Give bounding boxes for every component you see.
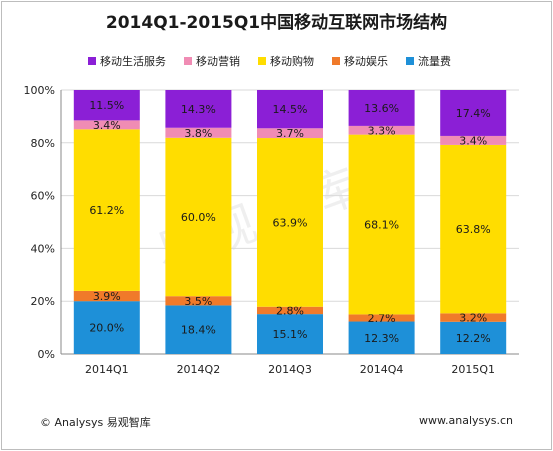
chart-title: 2014Q1-2015Q1中国移动互联网市场结构 — [105, 13, 448, 33]
source-url: www.analysys.cn — [419, 414, 513, 427]
bar-segment — [348, 125, 415, 135]
bar-segment — [257, 90, 323, 129]
legend-item: 移动娱乐 — [332, 53, 388, 69]
bar-segment — [440, 321, 507, 354]
bar-segment — [73, 129, 140, 291]
bar-segment — [440, 144, 507, 314]
legend-label: 移动营销 — [196, 55, 240, 68]
bar-segment — [440, 135, 507, 145]
bar-segment — [73, 90, 140, 121]
bar-segment — [257, 314, 323, 354]
y-tick-label: 60% — [31, 190, 55, 203]
data-label: 61.2% — [89, 204, 124, 217]
bar-segment — [165, 127, 232, 138]
bar-segment — [348, 134, 415, 315]
data-label: 11.5% — [89, 99, 124, 112]
bar-segment — [440, 90, 507, 136]
legend-swatch — [332, 57, 340, 65]
data-label: 20.0% — [89, 322, 124, 335]
data-label: 3.4% — [459, 134, 487, 147]
y-tick-label: 0% — [38, 348, 55, 361]
bar-segment — [348, 314, 415, 322]
legend-label: 移动购物 — [270, 55, 314, 68]
data-label: 3.9% — [93, 290, 121, 303]
legend-label: 流量费 — [418, 55, 451, 68]
data-label: 3.2% — [459, 312, 487, 325]
bar-segment — [165, 305, 232, 354]
data-label: 3.3% — [368, 124, 396, 137]
bar-segment — [165, 137, 232, 297]
x-tick-label: 2015Q1 — [451, 363, 495, 376]
legend-label: 移动娱乐 — [344, 55, 388, 68]
data-label: 17.4% — [456, 107, 491, 120]
data-label: 3.4% — [93, 119, 121, 132]
bar-segment — [73, 290, 140, 302]
bar-segment — [348, 90, 415, 126]
bar-segment — [257, 128, 323, 139]
data-label: 2.7% — [368, 312, 396, 325]
bar-segment — [440, 313, 507, 322]
data-label: 68.1% — [364, 219, 399, 232]
legend-item: 移动营销 — [184, 53, 240, 69]
legend-swatch — [258, 57, 266, 65]
data-label: 12.2% — [456, 332, 491, 345]
data-label: 3.5% — [184, 295, 212, 308]
chart-legend: 移动生活服务 移动营销 移动购物 移动娱乐 流量费 — [88, 53, 451, 69]
legend-item: 移动生活服务 — [88, 53, 166, 69]
bar-segment — [73, 120, 140, 130]
legend-swatch — [88, 57, 96, 65]
data-label: 14.3% — [181, 103, 216, 116]
bar-segment — [73, 301, 140, 354]
data-label: 3.8% — [184, 127, 212, 140]
legend-item: 流量费 — [406, 53, 451, 69]
x-tick-label: 2014Q1 — [85, 363, 129, 376]
data-label: 13.6% — [364, 102, 399, 115]
data-label: 63.9% — [273, 216, 308, 229]
legend-label: 移动生活服务 — [100, 55, 166, 68]
bar-segment — [257, 138, 323, 307]
data-label: 18.4% — [181, 324, 216, 337]
data-label: 12.3% — [364, 332, 399, 345]
data-label: 3.7% — [276, 127, 304, 140]
bar-segment — [165, 90, 232, 128]
legend-item: 移动购物 — [258, 53, 314, 69]
data-label: 63.8% — [456, 223, 491, 236]
legend-swatch — [406, 57, 414, 65]
x-tick-label: 2014Q4 — [360, 363, 404, 376]
data-label: 60.0% — [181, 211, 216, 224]
legend-swatch — [184, 57, 192, 65]
bar-segment — [257, 306, 323, 315]
y-tick-label: 100% — [24, 84, 55, 97]
y-tick-label: 80% — [31, 137, 55, 150]
x-tick-label: 2014Q2 — [177, 363, 221, 376]
data-label: 2.8% — [276, 304, 304, 317]
y-tick-label: 20% — [31, 295, 55, 308]
data-label: 15.1% — [273, 328, 308, 341]
bar-segment — [348, 321, 415, 354]
data-label: 14.5% — [273, 103, 308, 116]
bar-segment — [165, 296, 232, 306]
source-credit: © Analysys 易观智库 — [40, 416, 151, 429]
x-tick-label: 2014Q3 — [268, 363, 312, 376]
y-tick-label: 40% — [31, 242, 55, 255]
